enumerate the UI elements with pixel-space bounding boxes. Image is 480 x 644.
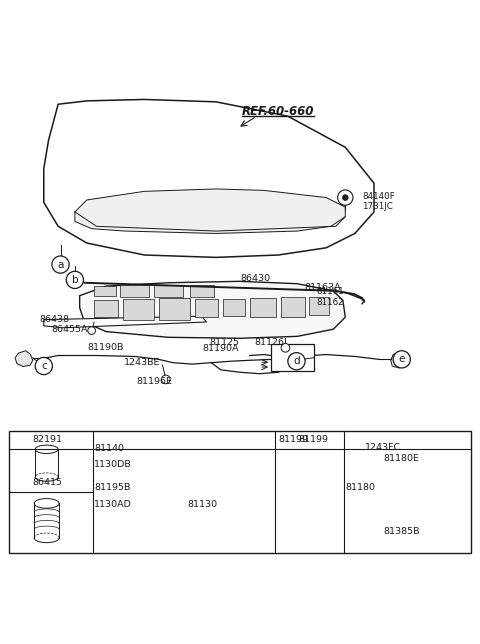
Text: e: e xyxy=(352,435,358,444)
Polygon shape xyxy=(123,299,154,319)
Circle shape xyxy=(52,256,69,273)
Text: 81180: 81180 xyxy=(345,482,375,491)
Text: 81190A: 81190A xyxy=(203,344,239,353)
Polygon shape xyxy=(281,297,305,317)
Text: 81196E: 81196E xyxy=(137,377,173,386)
Text: a: a xyxy=(17,435,23,444)
Circle shape xyxy=(66,271,84,289)
Circle shape xyxy=(288,353,305,370)
Polygon shape xyxy=(120,285,149,297)
Text: 81190B: 81190B xyxy=(88,343,124,352)
Polygon shape xyxy=(80,281,345,338)
Bar xyxy=(271,345,314,371)
Circle shape xyxy=(12,433,27,447)
Text: REF.60-660: REF.60-660 xyxy=(242,105,314,118)
Polygon shape xyxy=(158,298,190,319)
Text: 81385B: 81385B xyxy=(384,527,420,536)
Text: 1130AD: 1130AD xyxy=(94,500,132,509)
Polygon shape xyxy=(94,286,116,296)
Bar xyxy=(9,431,471,553)
Text: 81199: 81199 xyxy=(298,435,328,444)
Circle shape xyxy=(161,375,170,384)
Polygon shape xyxy=(223,299,245,316)
Text: d: d xyxy=(283,435,288,444)
Text: 81130: 81130 xyxy=(187,500,217,509)
Circle shape xyxy=(278,433,293,447)
Text: a: a xyxy=(57,260,64,270)
Text: 1243FC: 1243FC xyxy=(364,443,401,452)
Polygon shape xyxy=(190,285,214,297)
Polygon shape xyxy=(44,99,374,258)
Circle shape xyxy=(337,190,353,205)
Text: 86438: 86438 xyxy=(39,315,69,324)
Circle shape xyxy=(281,343,290,352)
Polygon shape xyxy=(194,299,218,317)
Polygon shape xyxy=(250,298,276,317)
Circle shape xyxy=(348,433,362,447)
Circle shape xyxy=(35,357,52,375)
Text: 81126: 81126 xyxy=(254,337,284,346)
Text: 82191: 82191 xyxy=(32,435,62,444)
Circle shape xyxy=(96,433,111,447)
Text: b: b xyxy=(17,478,23,487)
Polygon shape xyxy=(154,285,182,297)
Text: 86455A: 86455A xyxy=(51,325,87,334)
Polygon shape xyxy=(94,301,118,317)
Circle shape xyxy=(393,351,410,368)
Circle shape xyxy=(12,475,27,489)
Text: c: c xyxy=(101,435,106,444)
Text: 81161
81162: 81161 81162 xyxy=(317,287,344,307)
Text: 84140F
1731JC: 84140F 1731JC xyxy=(362,192,395,211)
Circle shape xyxy=(342,194,348,200)
Text: 81140: 81140 xyxy=(94,444,124,453)
Text: 1243BE: 1243BE xyxy=(124,357,160,366)
Text: 86430: 86430 xyxy=(240,274,270,283)
Polygon shape xyxy=(310,297,328,315)
Text: e: e xyxy=(398,354,405,365)
Polygon shape xyxy=(44,316,206,328)
Text: 81195B: 81195B xyxy=(94,482,131,491)
Text: d: d xyxy=(293,356,300,366)
Text: 81199: 81199 xyxy=(278,435,308,444)
Text: 81125: 81125 xyxy=(209,337,239,346)
Polygon shape xyxy=(391,352,408,368)
Text: c: c xyxy=(41,361,47,371)
Text: 86415: 86415 xyxy=(32,478,62,487)
Polygon shape xyxy=(75,189,345,234)
Text: 1130DB: 1130DB xyxy=(94,460,132,469)
Text: 81180E: 81180E xyxy=(384,454,420,463)
Text: 81163A: 81163A xyxy=(305,283,341,292)
Circle shape xyxy=(88,327,96,334)
Polygon shape xyxy=(15,351,33,366)
Text: b: b xyxy=(72,275,78,285)
